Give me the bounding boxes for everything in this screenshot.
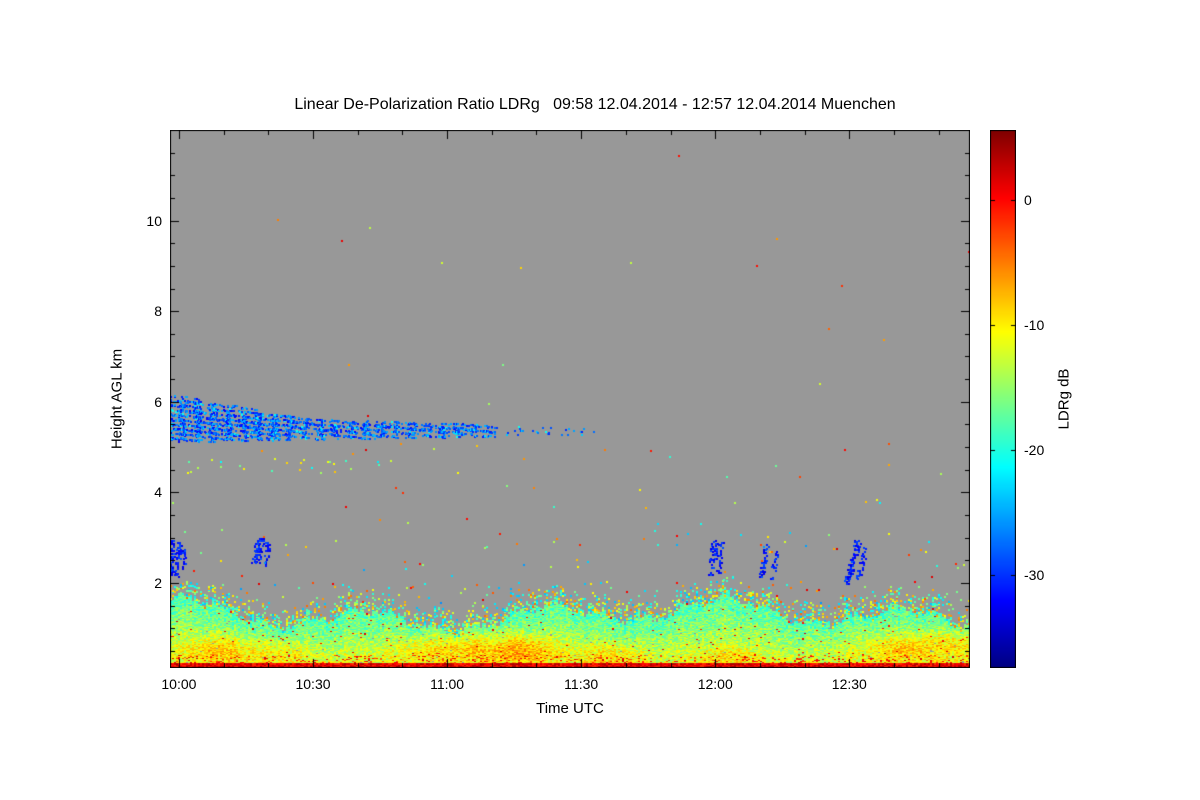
chart-title: Linear De-Polarization Ratio LDRg 09:58 … xyxy=(294,96,896,113)
colorbar-label: LDRg dB xyxy=(1055,368,1073,430)
colorbar-tick-label: -10 xyxy=(1024,317,1045,334)
colorbar-tick-label: 0 xyxy=(1024,192,1032,209)
x-tick-label: 12:30 xyxy=(831,676,867,692)
heatmap-canvas xyxy=(170,130,970,668)
x-tick-label: 12:00 xyxy=(697,676,733,692)
y-tick-label: 6 xyxy=(154,393,162,410)
x-axis-label: Time UTC xyxy=(536,700,604,717)
x-tick-label: 11:00 xyxy=(430,676,465,692)
x-tick-label: 11:30 xyxy=(564,676,599,692)
y-tick-label: 4 xyxy=(154,484,162,501)
colorbar xyxy=(990,130,1016,668)
y-tick-label: 8 xyxy=(154,303,162,320)
x-tick-label: 10:00 xyxy=(161,676,197,692)
x-tick-label: 10:30 xyxy=(295,676,331,692)
colorbar-tick-label: -20 xyxy=(1024,442,1045,459)
y-tick-label: 10 xyxy=(146,212,162,229)
colorbar-tick-label: -30 xyxy=(1024,567,1045,584)
y-tick-label: 2 xyxy=(154,574,162,591)
